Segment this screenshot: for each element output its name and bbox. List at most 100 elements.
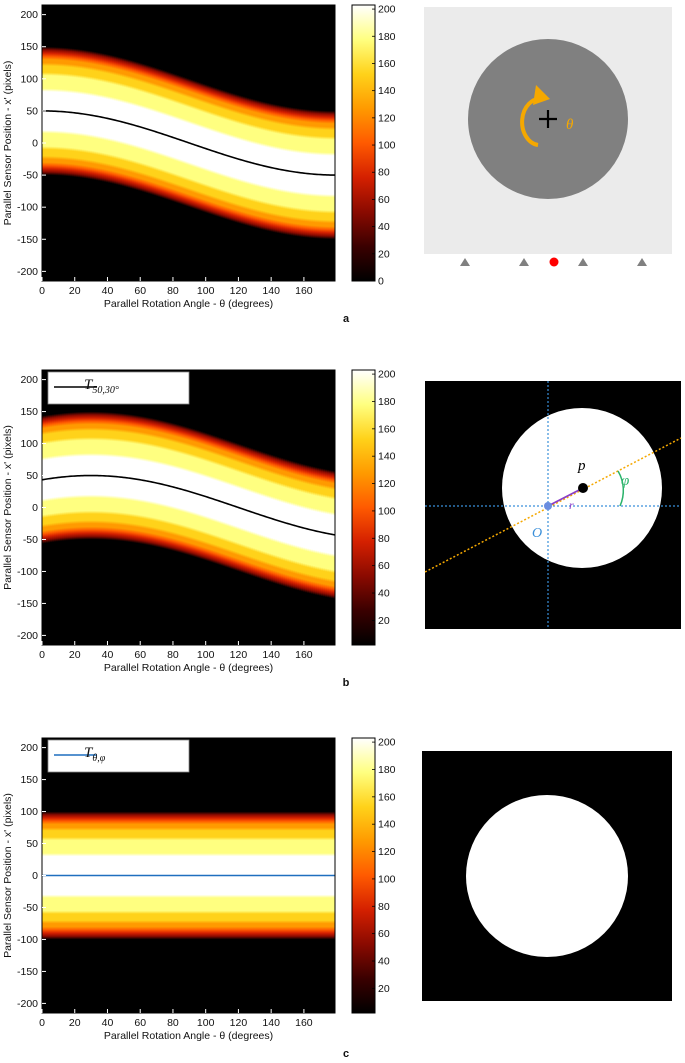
colorbar-tick-label: 200 [378, 737, 396, 749]
y-tick-label: 100 [20, 438, 38, 450]
colorbar-tick-label: 60 [378, 928, 390, 940]
colorbar-tick-label: 100 [378, 873, 396, 885]
colorbar-tick-label: 20 [378, 248, 390, 260]
panel-label: b [343, 677, 350, 689]
detector-marker [519, 258, 529, 266]
x-tick-label: 60 [134, 1017, 146, 1029]
y-tick-label: -100 [17, 202, 38, 214]
colorbar-tick-label: 120 [378, 846, 396, 858]
radius-line [547, 487, 584, 507]
legend-subscript: 50,30° [92, 385, 119, 396]
y-tick-label: -200 [17, 266, 38, 278]
x-axis-label: Parallel Rotation Angle - θ (degrees) [104, 298, 273, 310]
colorbar-tick-label: 120 [378, 478, 396, 490]
x-tick-label: 80 [167, 285, 179, 297]
y-tick-label: 200 [20, 9, 38, 21]
x-tick-label: 160 [295, 649, 313, 661]
x-tick-label: 120 [230, 1017, 248, 1029]
colorbar-tick-label: 200 [378, 4, 396, 16]
x-tick-label: 160 [295, 285, 313, 297]
y-tick-label: 100 [20, 73, 38, 85]
colorbar: 200 180 160 140 120 100 80 60 40 20 [351, 737, 396, 1014]
orientation-line [424, 437, 682, 573]
panel-label: a [343, 313, 350, 325]
legend: T50,30° [47, 371, 190, 405]
colorbar-tick-label: 40 [378, 588, 390, 600]
x-tick-label: 40 [102, 285, 114, 297]
y-tick-label: 200 [20, 742, 38, 754]
colorbar-tick-label: 120 [378, 112, 396, 124]
y-tick-label: 0 [32, 502, 38, 514]
y-tick-label: 200 [20, 374, 38, 386]
y-tick-label: -200 [17, 630, 38, 642]
origin-symbol: O [532, 526, 542, 541]
phantom-polar: p Or φ [424, 381, 682, 629]
detector-marker [637, 258, 647, 266]
arrow-head-icon [533, 85, 550, 105]
legend-box [47, 371, 190, 405]
colorbar-tick-label: 100 [378, 505, 396, 517]
y-tick-label: -100 [17, 566, 38, 578]
colorbar-ramp [351, 369, 376, 646]
panel-label: c [343, 1048, 349, 1060]
colorbar-tick-label: 160 [378, 423, 396, 435]
y-tick-label: 0 [32, 870, 38, 882]
y-tick-label: 150 [20, 406, 38, 418]
x-tick-label: 20 [69, 649, 81, 661]
x-axis-label: Parallel Rotation Angle - θ (degrees) [104, 662, 273, 674]
y-tick-label: 50 [26, 105, 38, 117]
white-disk [466, 795, 628, 957]
x-tick-label: 100 [197, 1017, 215, 1029]
y-tick-label: -50 [23, 170, 38, 182]
y-tick-label: 150 [20, 41, 38, 53]
phantom-rotation: θ [424, 7, 672, 267]
colorbar-tick-label: 200 [378, 369, 396, 381]
colorbar-tick-label: 80 [378, 167, 390, 179]
x-tick-label: 100 [197, 285, 215, 297]
colorbar-tick-label: 160 [378, 58, 396, 70]
r-symbol: r [569, 498, 574, 512]
colorbar-tick-label: 20 [378, 983, 390, 995]
legend-box [47, 739, 190, 773]
legend-subscript: θ,φ [92, 753, 105, 764]
colorbar-tick-label: 80 [378, 533, 390, 545]
x-tick-label: 60 [134, 649, 146, 661]
y-tick-label: -50 [23, 902, 38, 914]
panel-b: 0 20 40 60 80 100 120 140 160 200 150 100 50 0 -50 -100… [2, 369, 682, 689]
x-tick-label: 80 [167, 1017, 179, 1029]
x-tick-label: 80 [167, 649, 179, 661]
angle-arc [617, 470, 625, 507]
x-tick-label: 40 [102, 649, 114, 661]
colorbar-ramp [351, 4, 376, 282]
x-tick-label: 0 [39, 649, 45, 661]
panel-a: 0 20 40 60 80 100 120 140 160200150100500-50-100… [2, 4, 672, 325]
y-tick-label: 50 [26, 838, 38, 850]
x-tick-label: 120 [230, 285, 248, 297]
x-tick-label: 40 [102, 1017, 114, 1029]
y-tick-label: -150 [17, 598, 38, 610]
origin-dot [544, 502, 552, 510]
x-tick-label: 0 [39, 1017, 45, 1029]
colorbar-tick-label: 140 [378, 85, 396, 97]
y-tick-label: -50 [23, 534, 38, 546]
phantom-centered [422, 751, 672, 1001]
phi-symbol: φ [621, 473, 629, 489]
colorbar-tick-label: 180 [378, 764, 396, 776]
y-axis-label: Parallel Sensor Position - x' (pixels) [2, 61, 14, 226]
x-tick-label: 140 [262, 649, 280, 661]
x-tick-label: 120 [230, 649, 248, 661]
x-tick-label: 160 [295, 1017, 313, 1029]
colorbar-ramp [351, 737, 376, 1014]
x-tick-label: 20 [69, 285, 81, 297]
colorbar-tick-label: 40 [378, 956, 390, 968]
colorbar-tick-label: 60 [378, 560, 390, 572]
y-axis-label: Parallel Sensor Position - x' (pixels) [2, 425, 14, 590]
x-tick-label: 100 [197, 649, 215, 661]
y-tick-label: 50 [26, 470, 38, 482]
detector-marker [460, 258, 470, 266]
x-tick-label: 20 [69, 1017, 81, 1029]
colorbar-tick-label: 80 [378, 901, 390, 913]
colorbar-tick-label: 160 [378, 791, 396, 803]
y-tick-label: -150 [17, 966, 38, 978]
y-tick-label: 150 [20, 774, 38, 786]
